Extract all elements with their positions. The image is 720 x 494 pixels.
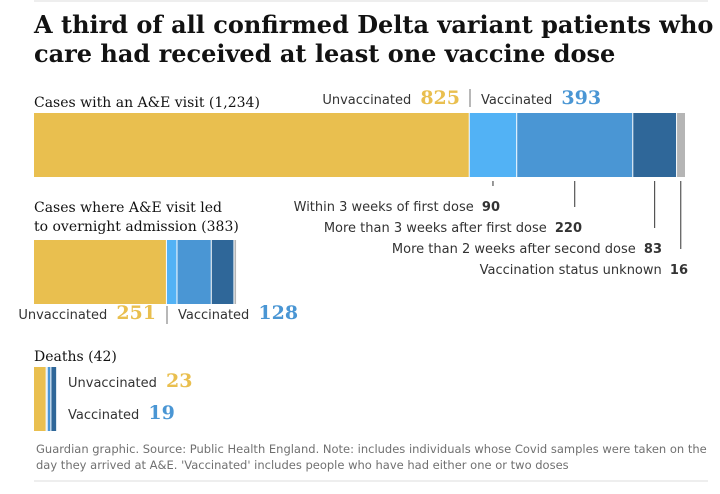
bar-ae-more-than-3-weeks	[516, 113, 633, 177]
annotation-unknown: Vaccination status unknown 16	[480, 263, 688, 278]
ae-vaccinated-legend: Vaccinated 393	[481, 87, 601, 109]
bar-admission-unknown	[233, 240, 237, 304]
group-label-deaths: Deaths (42)	[34, 349, 117, 365]
ae-unvaccinated-legend: Unvaccinated 825	[322, 87, 460, 109]
unvaccinated-label: Unvaccinated	[68, 376, 157, 391]
vaccinated-label: Vaccinated	[68, 408, 139, 423]
bar-admission-second-dose	[211, 240, 234, 304]
bars-ae	[34, 113, 685, 177]
chart-title: A third of all confirmed Delta variant p…	[33, 10, 720, 68]
source-note: Guardian graphic. Source: Public Health …	[36, 442, 707, 472]
bar-deaths-within-3-weeks	[46, 367, 48, 431]
annotation-within-3-weeks: Within 3 weeks of first dose 90	[294, 200, 500, 215]
bars-deaths	[34, 367, 57, 431]
annotation-more-than-3-weeks: More than 3 weeks after first dose 220	[324, 221, 582, 236]
bar-ae-second-dose	[632, 113, 677, 177]
group-label-admission: Cases where A&E visit led to overnight a…	[34, 200, 239, 235]
bar-ae-unknown	[676, 113, 685, 177]
unvaccinated-label: Unvaccinated	[322, 93, 411, 108]
deaths-vaccinated-legend: Vaccinated 19	[68, 402, 175, 424]
bar-deaths-second-dose	[50, 367, 57, 431]
bar-admission-more-than-3-weeks	[176, 240, 212, 304]
deaths-vaccinated-value: 19	[148, 402, 174, 424]
bar-admission-within-3-weeks	[166, 240, 177, 304]
bar-admission-unvaccinated	[34, 240, 167, 304]
bar-deaths-more-than-3-weeks	[47, 367, 51, 431]
group-label-ae: Cases with an A&E visit (1,234)	[34, 95, 260, 111]
ae-unvaccinated-value: 825	[420, 87, 460, 109]
admission-vaccinated-value: 128	[258, 302, 298, 324]
bar-deaths-unvaccinated	[34, 367, 47, 431]
vaccinated-label: Vaccinated	[481, 93, 552, 108]
deaths-unvaccinated-value: 23	[166, 370, 192, 392]
admission-unvaccinated-legend: Unvaccinated 251	[18, 302, 156, 324]
bar-ae-unvaccinated	[34, 113, 470, 177]
unvaccinated-label: Unvaccinated	[18, 308, 107, 323]
ae-vaccinated-value: 393	[561, 87, 601, 109]
vaccinated-label: Vaccinated	[178, 308, 249, 323]
bars-admission	[34, 240, 237, 304]
annotation-leaders	[492, 181, 682, 249]
admission-vaccinated-legend: Vaccinated 128	[178, 302, 298, 324]
annotation-second-dose: More than 2 weeks after second dose 83	[392, 242, 662, 257]
deaths-unvaccinated-legend: Unvaccinated 23	[68, 370, 192, 392]
admission-unvaccinated-value: 251	[116, 302, 156, 324]
bar-ae-within-3-weeks	[469, 113, 517, 177]
